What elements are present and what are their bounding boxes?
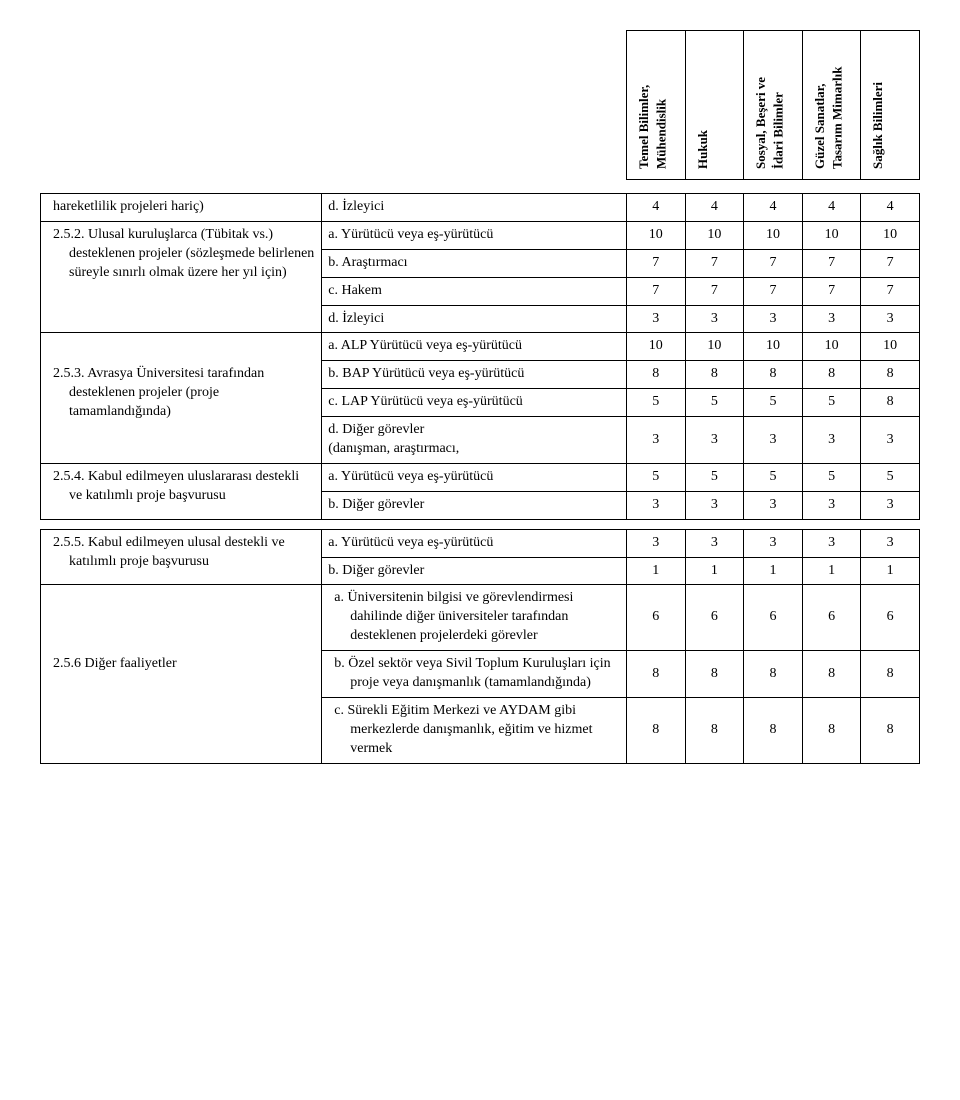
desc-251d: hareketlilik projeleri hariç): [41, 194, 322, 222]
col-header-3: Sosyal, Beşeri ve İdari Bilimler: [744, 31, 803, 180]
sub-253d: d. Diğer görevler (danışman, araştırmacı…: [322, 417, 627, 464]
sub-256a: a. Üniversitenin bilgisi ve görevlendirm…: [322, 585, 627, 651]
sub-252c: c. Hakem: [322, 277, 627, 305]
sub-251d: d. İzleyici: [322, 194, 627, 222]
sub-256b: b. Özel sektör veya Sivil Toplum Kuruluş…: [322, 651, 627, 698]
desc-252: 2.5.2. Ulusal kuruluşlarca (Tübitak vs.)…: [41, 221, 322, 333]
sub-255b: b. Diğer görevler: [322, 557, 627, 585]
row-256b: 2.5.6 Diğer faaliyetler b. Özel sektör v…: [41, 651, 920, 698]
sub-252a: a. Yürütücü veya eş-yürütücü: [322, 221, 627, 249]
sub-253a: a. ALP Yürütücü veya eş-yürütücü: [322, 333, 627, 361]
row-253b: 2.5.3. Avrasya Üniversitesi tarafından d…: [41, 361, 920, 389]
desc-256: 2.5.6 Diğer faaliyetler: [41, 651, 322, 763]
sub-252b: b. Araştırmacı: [322, 249, 627, 277]
sub-255a: a. Yürütücü veya eş-yürütücü: [322, 529, 627, 557]
col-header-5: Sağlık Bilimleri: [861, 31, 920, 180]
sub-256c: c. Sürekli Eğitim Merkezi ve AYDAM gibi …: [322, 697, 627, 763]
row-251d: hareketlilik projeleri hariç) d. İzleyic…: [41, 194, 920, 222]
sub-253c: c. LAP Yürütücü veya eş-yürütücü: [322, 389, 627, 417]
row-254a: 2.5.4. Kabul edilmeyen uluslararası dest…: [41, 463, 920, 491]
row-256a: a. Üniversitenin bilgisi ve görevlendirm…: [41, 585, 920, 651]
col-header-1: Temel Bilimler, Mühendislik: [626, 31, 685, 180]
sub-253b: b. BAP Yürütücü veya eş-yürütücü: [322, 361, 627, 389]
row-255a: 2.5.5. Kabul edilmeyen ulusal destekli v…: [41, 529, 920, 557]
header-row: Temel Bilimler, Mühendislik Hukuk Sosyal…: [41, 31, 920, 180]
desc-254: 2.5.4. Kabul edilmeyen uluslararası dest…: [41, 463, 322, 519]
desc-253: 2.5.3. Avrasya Üniversitesi tarafından d…: [41, 361, 322, 464]
row-253a: a. ALP Yürütücü veya eş-yürütücü 10 10 1…: [41, 333, 920, 361]
sub-252d: d. İzleyici: [322, 305, 627, 333]
scoring-table: Temel Bilimler, Mühendislik Hukuk Sosyal…: [40, 30, 920, 764]
row-252a: 2.5.2. Ulusal kuruluşlarca (Tübitak vs.)…: [41, 221, 920, 249]
sub-254a: a. Yürütücü veya eş-yürütücü: [322, 463, 627, 491]
col-header-4: Güzel Sanatlar, Tasarım Mimarlık: [802, 31, 861, 180]
col-header-2: Hukuk: [685, 31, 744, 180]
sub-254b: b. Diğer görevler: [322, 491, 627, 519]
desc-255: 2.5.5. Kabul edilmeyen ulusal destekli v…: [41, 529, 322, 585]
